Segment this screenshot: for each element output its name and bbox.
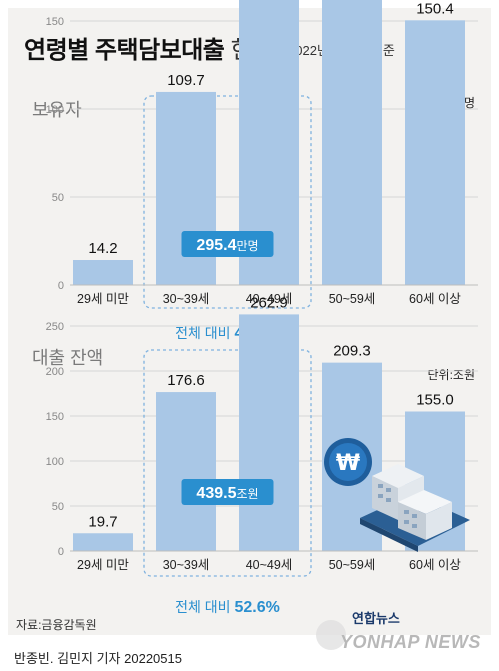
bar-holders-4 bbox=[405, 20, 465, 286]
total-box-balance bbox=[181, 479, 274, 505]
won-coin-and-buildings-icon: ₩ bbox=[324, 438, 470, 552]
window-6 bbox=[404, 520, 409, 524]
share-value-balance: 52.6% bbox=[234, 599, 279, 616]
y-tick-label-holders-100: 100 bbox=[46, 104, 64, 116]
bar-holders-3 bbox=[322, 0, 382, 285]
y-tick-label-holders-50: 50 bbox=[52, 192, 64, 204]
window-5 bbox=[412, 514, 417, 518]
window-1 bbox=[386, 488, 391, 492]
category-label-balance-0: 29세 미만 bbox=[77, 558, 129, 572]
category-label-holders-3: 50~59세 bbox=[329, 292, 376, 306]
building-base-side bbox=[360, 518, 418, 552]
coin-face bbox=[329, 443, 367, 481]
category-label-balance-3: 50~59세 bbox=[329, 558, 376, 572]
value-label-balance-0: 19.7 bbox=[88, 513, 117, 530]
category-label-balance-4: 60세 이상 bbox=[409, 558, 461, 572]
won-symbol: ₩ bbox=[336, 451, 360, 476]
value-label-balance-4: 155.0 bbox=[416, 392, 454, 409]
y-tick-label-balance-100: 100 bbox=[46, 456, 64, 468]
category-label-holders-1: 30~39세 bbox=[163, 292, 210, 306]
window-0 bbox=[378, 484, 383, 488]
value-label-holders-0: 14.2 bbox=[88, 240, 117, 257]
value-label-balance-2: 262.9 bbox=[250, 294, 288, 311]
section-label-balance: 대출 잔액 bbox=[32, 348, 104, 368]
value-label-holders-4: 150.4 bbox=[416, 0, 454, 17]
category-label-holders-0: 29세 미만 bbox=[77, 292, 129, 306]
window-2 bbox=[378, 494, 383, 498]
total-box-holders bbox=[181, 231, 274, 257]
category-label-balance-2: 40~49세 bbox=[246, 558, 293, 572]
total-unit-balance: 조원 bbox=[236, 487, 258, 501]
value-label-balance-1: 176.6 bbox=[167, 372, 205, 389]
logo-english: YONHAP NEWS bbox=[340, 632, 481, 652]
y-tick-label-balance-250: 250 bbox=[46, 321, 64, 333]
section-label-holders: 보유자 bbox=[32, 100, 82, 120]
logo-korean: 연합뉴스 bbox=[352, 611, 400, 626]
category-label-holders-2: 40~49세 bbox=[246, 292, 293, 306]
window-7 bbox=[412, 524, 417, 528]
y-tick-label-balance-150: 150 bbox=[46, 411, 64, 423]
byline: 반종빈. 김민지 기자 20220515 bbox=[14, 651, 182, 666]
share-caption-balance: 전체 대비 bbox=[175, 599, 234, 615]
share-caption-holders: 전체 대비 bbox=[175, 325, 234, 341]
yonhap-logo-icon bbox=[316, 620, 346, 650]
total-value-balance: 439.5 bbox=[196, 485, 236, 502]
share-label-balance: 전체 대비 52.6% bbox=[175, 599, 280, 616]
bar-balance-2 bbox=[239, 314, 299, 551]
category-label-holders-4: 60세 이상 bbox=[409, 292, 461, 306]
y-tick-label-holders-150: 150 bbox=[46, 16, 64, 28]
y-tick-label-balance-50: 50 bbox=[52, 501, 64, 513]
bar-holders-0 bbox=[73, 260, 133, 285]
total-unit-holders: 만명 bbox=[236, 239, 258, 253]
bar-balance-0 bbox=[73, 533, 133, 551]
building-2-roof bbox=[398, 490, 452, 514]
category-label-balance-1: 30~39세 bbox=[163, 558, 210, 572]
highlight-box-balance bbox=[143, 349, 312, 577]
total-label-balance: 439.5조원 bbox=[196, 485, 258, 502]
window-4 bbox=[404, 510, 409, 514]
window-3 bbox=[386, 498, 391, 502]
value-label-holders-1: 109.7 bbox=[167, 72, 205, 89]
y-tick-label-balance-200: 200 bbox=[46, 366, 64, 378]
source-note: 자료:금융감독원 bbox=[16, 618, 97, 632]
y-tick-label-balance-0: 0 bbox=[58, 546, 64, 558]
value-label-balance-3: 209.3 bbox=[333, 343, 371, 360]
total-label-holders: 295.4만명 bbox=[196, 237, 258, 254]
title-main: 연령별 주택담보대출 bbox=[24, 37, 225, 64]
bar-balance-1 bbox=[156, 392, 216, 551]
page-title: 연령별 주택담보대출 현황 bbox=[24, 30, 274, 65]
y-tick-label-holders-0: 0 bbox=[58, 280, 64, 292]
building-2-right bbox=[426, 502, 452, 540]
total-value-holders: 295.4 bbox=[196, 237, 236, 254]
